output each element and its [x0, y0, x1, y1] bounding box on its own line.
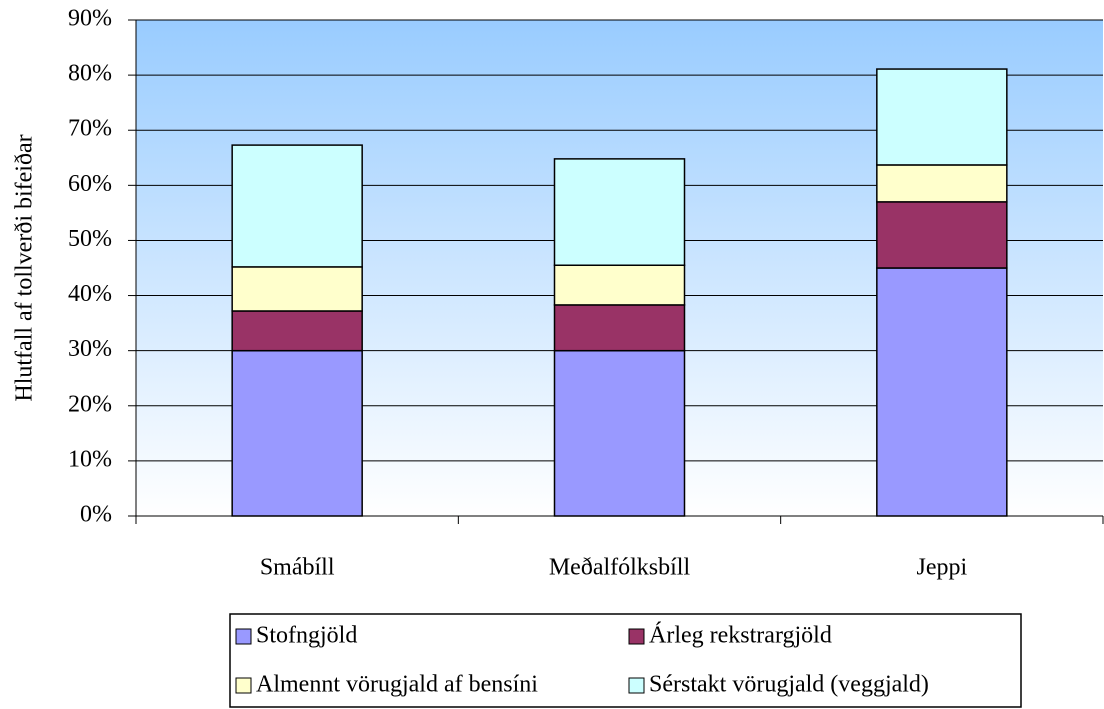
y-tick-label: 20% [68, 391, 112, 417]
y-tick-label: 40% [68, 281, 112, 307]
bar-segment [231, 349, 363, 517]
bar-segment [876, 267, 1008, 517]
bar-segment [553, 264, 686, 306]
bar-segment [876, 68, 1008, 166]
y-tick-label: 30% [68, 336, 112, 362]
bar-segment [553, 304, 686, 352]
legend-swatch [628, 628, 645, 645]
legend-label: Almennt vörugjald af bensíni [256, 672, 538, 698]
legend-label: Sérstakt vörugjald (veggjald) [649, 672, 929, 698]
legend-swatch [628, 677, 645, 694]
legend-label: Árleg rekstrargjöld [649, 623, 832, 649]
y-tick-label: 70% [68, 116, 112, 142]
legend-box [229, 613, 1022, 708]
x-tick-label: Meðalfólksbíll [549, 555, 691, 581]
legend-label: Stofngjöld [256, 623, 357, 649]
bar-segment [876, 164, 1008, 203]
y-tick-label: 50% [68, 226, 112, 252]
y-tick-label: 0% [80, 502, 112, 528]
bar-segment [231, 144, 363, 268]
y-tick-label: 80% [68, 61, 112, 87]
bar-segment [231, 310, 363, 352]
bar-segment [553, 158, 686, 266]
bar-segment [876, 201, 1008, 269]
y-tick-label: 90% [68, 6, 112, 32]
y-tick-label: 60% [68, 171, 112, 197]
x-tick-label: Smábíll [260, 555, 335, 581]
y-tick-label: 10% [68, 446, 112, 472]
legend-swatch [235, 677, 252, 694]
bar-segment [231, 266, 363, 312]
legend-swatch [235, 628, 252, 645]
bar-segment [553, 349, 686, 517]
y-axis-label: Hlutfall af tollverði bifeiðar [12, 134, 38, 401]
x-tick-label: Jeppi [916, 555, 967, 581]
